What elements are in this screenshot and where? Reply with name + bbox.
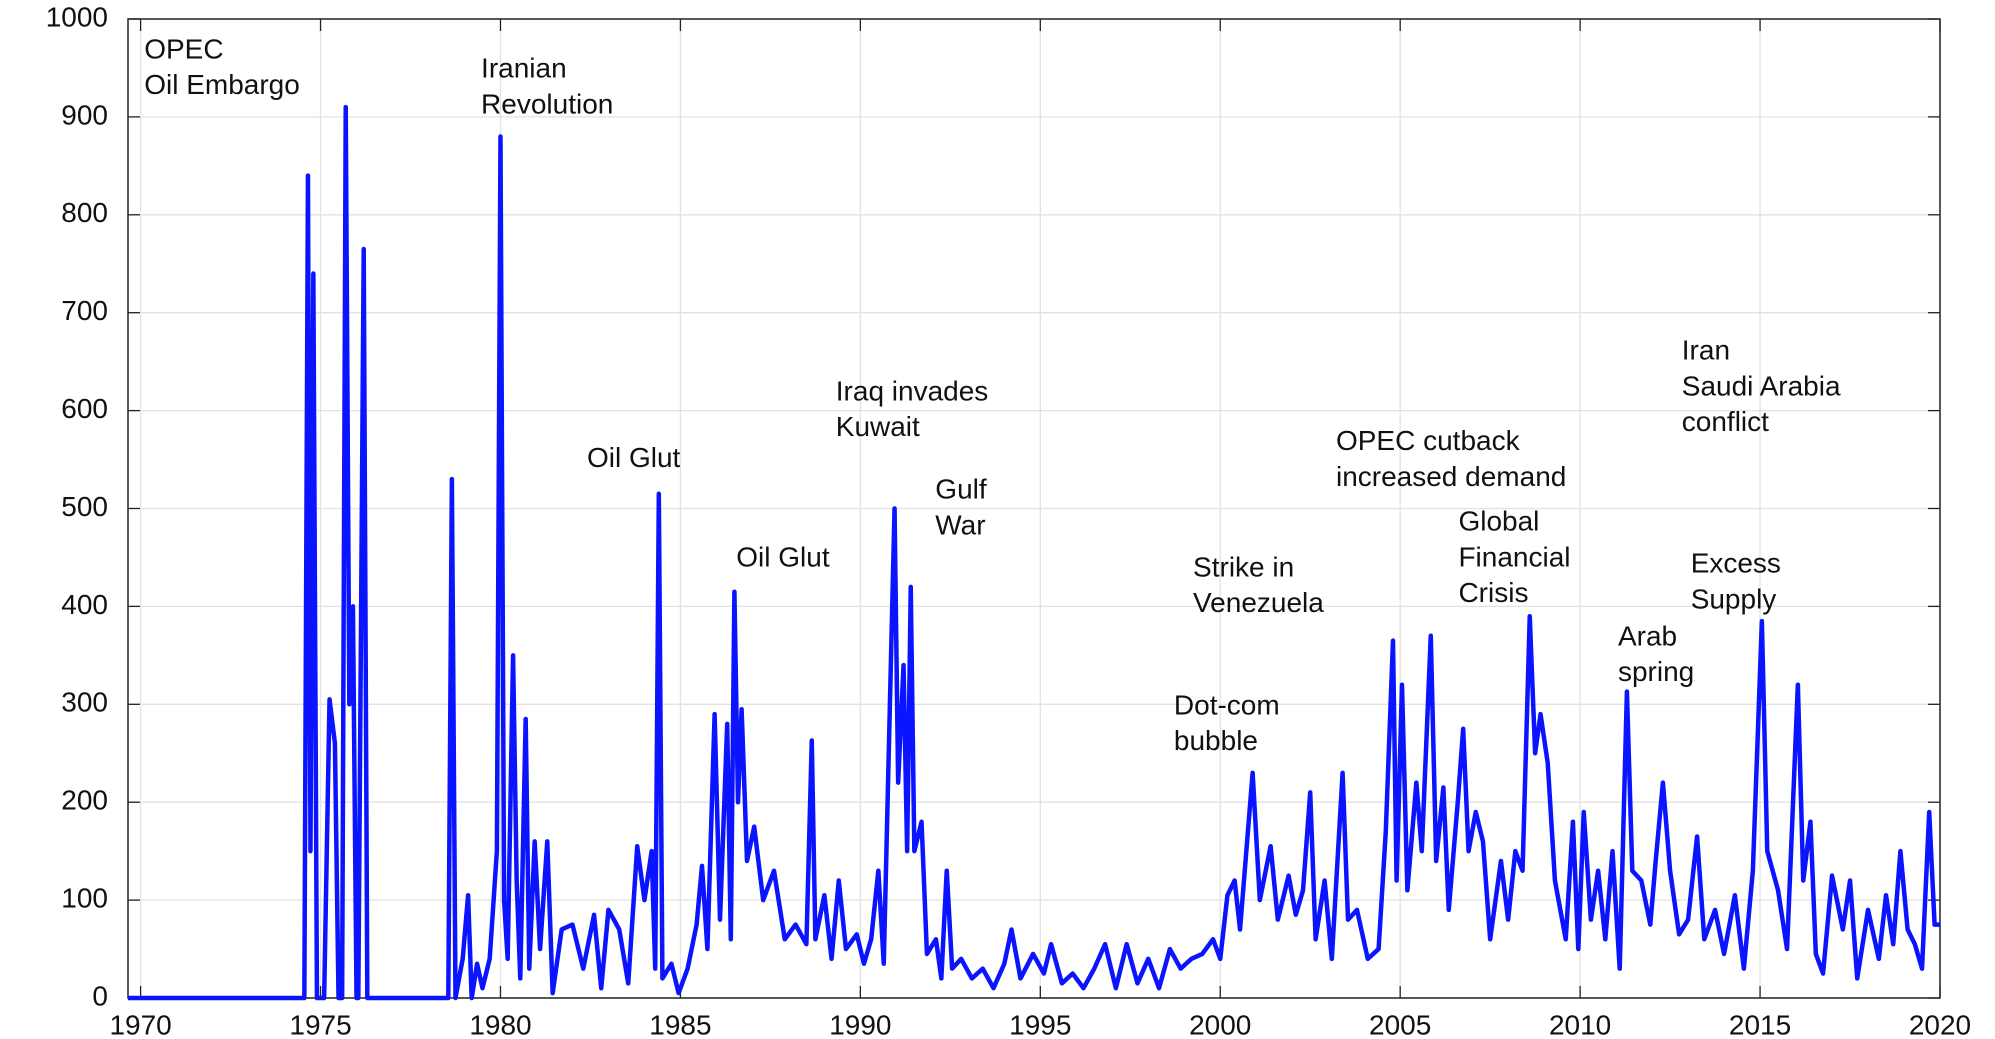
x-tick-label: 2010 [1549, 1009, 1611, 1039]
annotation: spring [1618, 656, 1694, 687]
x-tick-label: 1980 [469, 1009, 531, 1039]
data-line [128, 104, 1940, 1001]
annotation: bubble [1174, 725, 1258, 756]
x-tick-label: 1995 [1009, 1009, 1071, 1039]
y-tick-label: 200 [61, 785, 108, 816]
x-tick-label: 2020 [1909, 1009, 1971, 1039]
annotation: Strike in [1193, 551, 1294, 582]
y-tick-label: 600 [61, 393, 108, 424]
annotation: Iran [1682, 335, 1730, 366]
annotation: conflict [1682, 406, 1769, 437]
y-tick-label: 500 [61, 491, 108, 522]
annotation: Excess [1691, 548, 1781, 579]
annotation: Iranian [481, 53, 567, 84]
annotation: OPEC [144, 33, 223, 64]
x-tick-label: 1970 [109, 1009, 171, 1039]
annotation: Financial [1458, 541, 1570, 572]
annotation: Oil Glut [587, 442, 681, 473]
annotation: Dot-com [1174, 689, 1280, 720]
y-tick-label: 800 [61, 197, 108, 228]
x-tick-label: 2000 [1189, 1009, 1251, 1039]
x-tick-label: 1985 [649, 1009, 711, 1039]
x-tick-label: 1975 [289, 1009, 351, 1039]
annotation: Crisis [1458, 577, 1528, 608]
annotation: Oil Embargo [144, 69, 300, 100]
x-tick-label: 1990 [829, 1009, 891, 1039]
annotation: Arab [1618, 620, 1677, 651]
y-tick-label: 300 [61, 687, 108, 718]
annotation: War [935, 509, 985, 540]
annotation: Kuwait [836, 411, 920, 442]
annotation: Gulf [935, 474, 987, 505]
annotation: Global [1458, 506, 1539, 537]
y-tick-label: 900 [61, 99, 108, 130]
y-tick-label: 400 [61, 589, 108, 620]
annotation: Supply [1691, 583, 1777, 614]
y-tick-label: 1000 [46, 1, 108, 32]
annotation: Iraq invades [836, 375, 989, 406]
y-tick-label: 700 [61, 295, 108, 326]
y-tick-label: 0 [92, 980, 108, 1011]
annotation: OPEC cutback [1336, 425, 1521, 456]
annotation: Revolution [481, 88, 613, 119]
x-tick-label: 2005 [1369, 1009, 1431, 1039]
annotation: increased demand [1336, 461, 1566, 492]
y-tick-label: 100 [61, 882, 108, 913]
annotation: Saudi Arabia [1682, 370, 1841, 401]
annotation: Oil Glut [736, 541, 830, 572]
plot-frame [127, 18, 1941, 999]
annotation: Venezuela [1193, 587, 1324, 618]
x-tick-label: 2015 [1729, 1009, 1791, 1039]
